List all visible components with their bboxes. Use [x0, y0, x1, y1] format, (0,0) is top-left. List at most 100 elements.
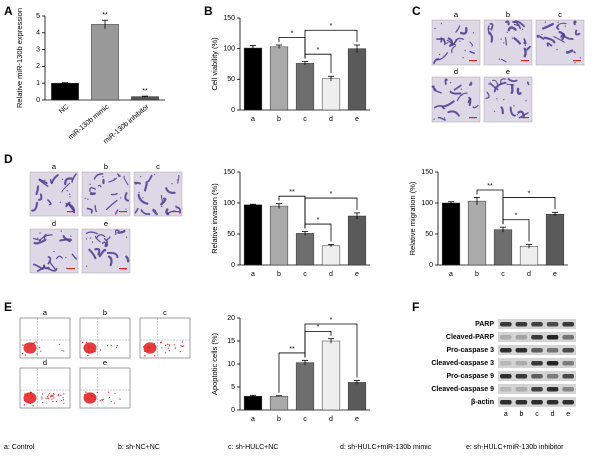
image-label: d	[43, 358, 47, 367]
cell	[59, 238, 72, 242]
pore	[456, 88, 458, 90]
cell	[510, 83, 514, 95]
pore	[138, 191, 140, 194]
cell-cluster	[83, 342, 97, 354]
event	[168, 344, 170, 346]
significance-bracket	[502, 197, 556, 225]
significance: *	[528, 190, 531, 197]
bar	[295, 362, 315, 411]
event	[114, 392, 116, 394]
event	[108, 391, 110, 393]
cell	[504, 37, 507, 46]
event	[167, 347, 169, 349]
pore	[102, 175, 104, 178]
cell	[89, 191, 96, 196]
event	[94, 350, 96, 353]
legend-entry: b: sh-NC+NC	[118, 444, 160, 451]
x-tick-label: a	[449, 271, 453, 278]
scale-bar	[573, 60, 581, 62]
blot-band	[562, 361, 574, 366]
event	[116, 346, 118, 348]
lane-label: b	[519, 411, 523, 418]
pore	[139, 175, 142, 178]
cell	[449, 90, 462, 95]
image-label: a	[454, 10, 459, 19]
cell	[443, 37, 449, 44]
event	[33, 342, 35, 344]
pore	[37, 237, 39, 239]
pore	[524, 44, 527, 47]
cell	[513, 37, 522, 45]
y-axis-label: Relative invasion (%)	[210, 183, 219, 254]
significance-bracket	[304, 197, 358, 229]
cell	[523, 38, 527, 45]
event	[41, 393, 44, 395]
y-tick-label: 150	[223, 169, 235, 176]
cell	[437, 116, 446, 121]
pore	[574, 52, 577, 54]
bar	[347, 215, 367, 266]
cell	[500, 106, 504, 115]
y-tick-label: 100	[223, 46, 235, 53]
cell	[447, 37, 454, 47]
y-tick-label: 0	[231, 262, 235, 269]
pore	[61, 178, 64, 181]
blot-band	[546, 387, 559, 392]
pore	[443, 117, 446, 119]
pore	[114, 233, 117, 236]
bar	[347, 382, 367, 411]
cell	[517, 110, 526, 118]
cell	[61, 182, 71, 193]
scale-bar	[469, 60, 477, 62]
x-tick-label: c	[303, 116, 307, 123]
event	[160, 342, 162, 344]
event	[89, 393, 91, 395]
event	[60, 394, 62, 396]
x-tick-label: e	[355, 416, 359, 423]
cell	[451, 45, 456, 54]
pore	[113, 177, 116, 180]
blot-band	[562, 400, 574, 405]
cell	[526, 81, 530, 86]
pore	[115, 192, 118, 195]
pore	[464, 49, 466, 52]
y-tick-label: 4	[36, 30, 40, 37]
significance: **	[142, 88, 148, 95]
cell	[556, 24, 560, 31]
legend-entry: c: sh-HULC+NC	[228, 444, 278, 451]
cell-cluster	[83, 392, 97, 404]
cell	[523, 47, 527, 58]
event	[21, 352, 24, 355]
micrograph	[431, 19, 481, 66]
y-tick-label: 15	[227, 338, 235, 345]
event	[50, 394, 52, 396]
cell	[436, 38, 443, 43]
pore	[513, 105, 515, 107]
pore	[443, 55, 445, 57]
significance: *	[515, 213, 518, 220]
pore	[89, 183, 91, 186]
bar	[295, 233, 315, 266]
event	[183, 345, 185, 347]
event	[110, 400, 112, 403]
cell	[65, 202, 69, 208]
event	[62, 399, 65, 401]
cell	[507, 26, 517, 32]
event	[29, 402, 32, 405]
event	[50, 395, 52, 397]
event	[41, 396, 43, 398]
cell	[433, 89, 442, 94]
cell	[94, 235, 101, 243]
cell	[134, 181, 142, 185]
x-tick-label: a	[251, 416, 255, 423]
event	[154, 355, 156, 357]
pore	[59, 201, 61, 204]
image-label: a	[43, 308, 48, 317]
scale-bar	[469, 117, 477, 119]
event	[107, 345, 109, 347]
micrograph	[431, 76, 481, 123]
pore	[556, 48, 558, 51]
cell	[444, 78, 448, 85]
cell	[565, 49, 574, 54]
